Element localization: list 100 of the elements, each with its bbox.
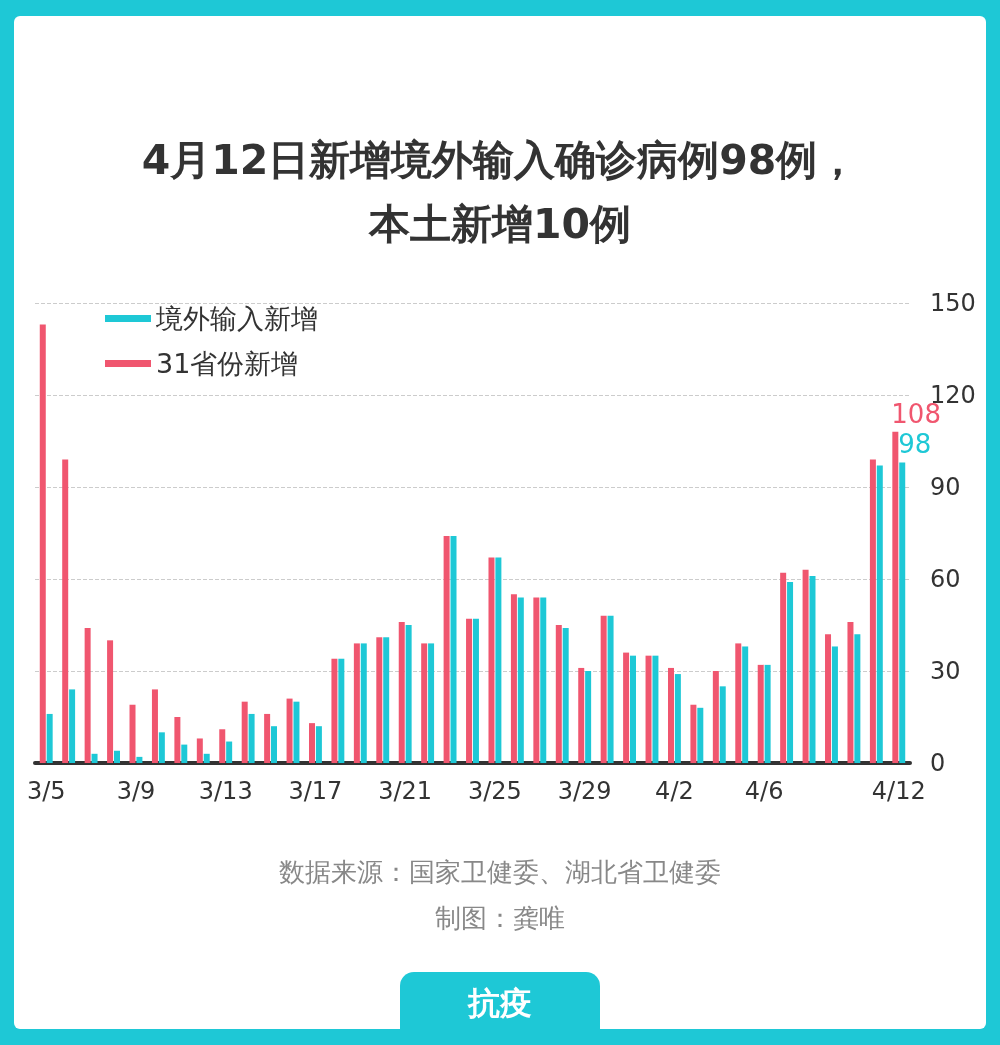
- x-tick-label: 3/25: [467, 777, 522, 805]
- bar: [667, 667, 674, 763]
- bar: [286, 698, 293, 763]
- bar: [129, 704, 136, 763]
- bar: [623, 652, 630, 763]
- bar: [831, 646, 838, 763]
- bar: [533, 597, 540, 763]
- bar: [360, 643, 367, 763]
- bar: [472, 618, 479, 763]
- bar: [562, 628, 569, 763]
- bar: [488, 557, 495, 763]
- bar: [780, 572, 787, 763]
- bar: [719, 686, 726, 763]
- bar: [113, 750, 120, 763]
- bar: [315, 726, 322, 763]
- y-tick-label: 30: [930, 657, 961, 685]
- bar: [428, 643, 435, 763]
- bar: [585, 671, 592, 763]
- bar: [331, 658, 338, 763]
- bar: [338, 658, 345, 763]
- bar: [876, 465, 883, 763]
- x-tick-label: 3/21: [378, 777, 433, 805]
- legend-label: 31省份新增: [156, 348, 299, 379]
- bar: [84, 628, 91, 763]
- bar: [271, 726, 278, 763]
- bar: [405, 625, 412, 763]
- bar: [376, 637, 383, 763]
- bar: [764, 664, 771, 763]
- bar: [151, 689, 158, 763]
- bar: [825, 634, 832, 763]
- bar: [690, 704, 697, 763]
- bar: [802, 569, 809, 763]
- bar: [62, 459, 69, 763]
- bar: [466, 618, 473, 763]
- bar: [600, 615, 607, 763]
- x-tick-label: 3/5: [26, 777, 66, 805]
- bar: [248, 713, 255, 763]
- bar: [517, 597, 524, 763]
- bar: [309, 723, 315, 763]
- y-tick-label: 90: [930, 473, 961, 501]
- bar: [107, 640, 114, 763]
- x-tick-label: 4/2: [655, 777, 694, 805]
- bar: [787, 582, 794, 763]
- bar: [652, 655, 659, 763]
- bar: [219, 729, 226, 763]
- bar: [174, 717, 181, 763]
- data-label: 98: [898, 429, 932, 460]
- bar: [443, 536, 450, 763]
- bar: [421, 643, 428, 763]
- bar: [869, 459, 876, 763]
- bar: [540, 597, 547, 763]
- y-tick-label: 150: [930, 289, 976, 317]
- bar: [46, 713, 53, 763]
- x-tick-label: 3/29: [557, 777, 612, 805]
- legend-label: 境外输入新增: [155, 303, 318, 334]
- y-tick-label: 0: [930, 749, 946, 777]
- bar: [712, 671, 719, 763]
- text: 抗疫: [400, 972, 600, 1045]
- y-tick-label: 60: [930, 565, 961, 593]
- x-tick-label: 3/13: [198, 777, 253, 805]
- bar: [241, 701, 248, 763]
- bar: [203, 753, 210, 763]
- x-tick-label: 4/12: [871, 777, 926, 805]
- x-tick-label: 3/17: [288, 777, 343, 805]
- bar: [630, 655, 636, 763]
- bar: [383, 637, 390, 763]
- source-note: 数据来源：国家卫健委、湖北省卫健委: [278, 856, 722, 889]
- bar: [892, 431, 899, 763]
- bar: [39, 324, 46, 763]
- bar: [607, 615, 614, 763]
- bar: [136, 756, 143, 763]
- bar: [809, 575, 816, 763]
- bar: [854, 634, 861, 763]
- bar: [697, 707, 704, 763]
- bar: [181, 744, 188, 763]
- bar: [735, 643, 742, 763]
- bar: [674, 674, 681, 763]
- bar: [847, 621, 854, 763]
- x-tick-label: 3/9: [116, 777, 156, 805]
- bar: [226, 741, 233, 763]
- bar: [293, 701, 300, 763]
- bar: [899, 462, 906, 763]
- bar: [495, 557, 502, 763]
- bar: [555, 625, 562, 763]
- text: 制图：龚唯: [434, 902, 566, 935]
- bar: [757, 664, 764, 763]
- chart-title: 4月12日新增境外输入确诊病例98例，本土新增10例: [140, 135, 860, 250]
- bar: [91, 753, 98, 763]
- bar: [196, 738, 203, 763]
- bar: [264, 713, 271, 763]
- bar: [450, 536, 457, 763]
- bar: [398, 621, 405, 763]
- bar: [578, 667, 585, 763]
- x-tick-label: 4/6: [744, 777, 784, 805]
- bar: [742, 646, 749, 763]
- bar: [353, 643, 360, 763]
- bar: [69, 689, 76, 763]
- bar: [158, 732, 165, 763]
- bar: [645, 655, 652, 763]
- bar: [510, 594, 517, 763]
